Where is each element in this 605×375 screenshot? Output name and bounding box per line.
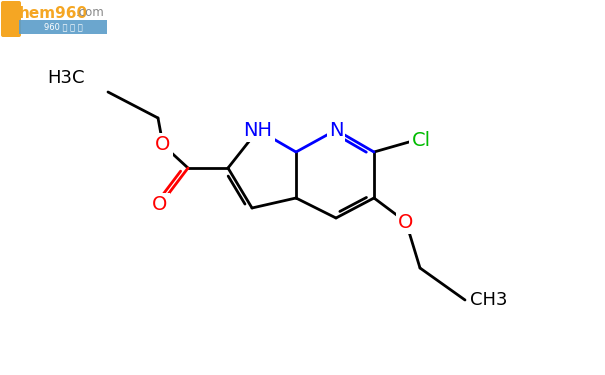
Text: .com: .com xyxy=(76,6,105,19)
FancyBboxPatch shape xyxy=(19,20,107,34)
Text: O: O xyxy=(398,213,414,231)
Text: Cl: Cl xyxy=(411,130,431,150)
Text: NH: NH xyxy=(243,120,272,140)
Text: 960 化 工 网: 960 化 工 网 xyxy=(44,22,82,32)
Text: hem960: hem960 xyxy=(19,6,88,21)
Text: O: O xyxy=(155,135,171,154)
Text: O: O xyxy=(152,195,168,214)
Text: N: N xyxy=(329,120,343,140)
FancyBboxPatch shape xyxy=(1,1,21,37)
Text: H3C: H3C xyxy=(48,69,85,87)
Text: CH3: CH3 xyxy=(470,291,508,309)
